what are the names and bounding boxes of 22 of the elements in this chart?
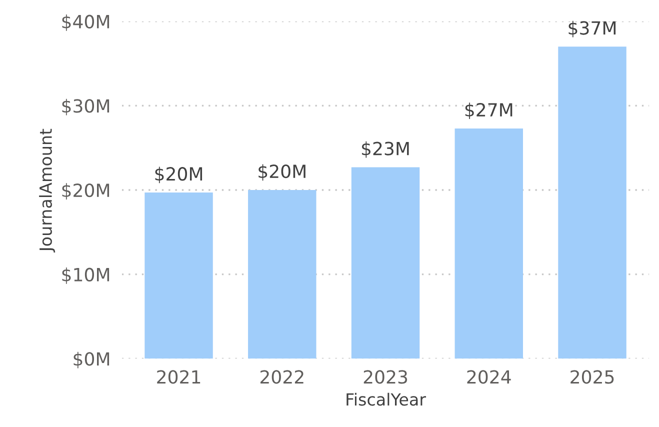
bar [558,46,626,359]
x-tick-label: 2025 [570,370,614,384]
data-label: $20M [155,166,202,184]
y-axis-title: JournalAmount [39,128,56,252]
x-tick-label: 2023 [364,370,408,384]
y-tick-label: $0M [74,352,110,368]
bar [454,128,523,359]
x-axis-title: FiscalYear [346,392,426,406]
data-label: $27M [465,102,512,120]
x-tick-label: 2021 [157,370,200,384]
y-tick-label: $20M [62,183,110,200]
data-label: $37M [568,20,616,38]
y-tick-label: $10M [62,267,110,284]
x-tick-label: 2024 [467,370,511,384]
bar [144,192,213,359]
data-label: $20M [258,164,306,181]
x-tick-label: 2022 [260,370,304,384]
y-tick-label: $40M [62,14,110,31]
bar [248,190,316,359]
data-label: $23M [362,141,409,158]
y-tick-label: $30M [62,98,110,116]
bar [351,167,420,359]
